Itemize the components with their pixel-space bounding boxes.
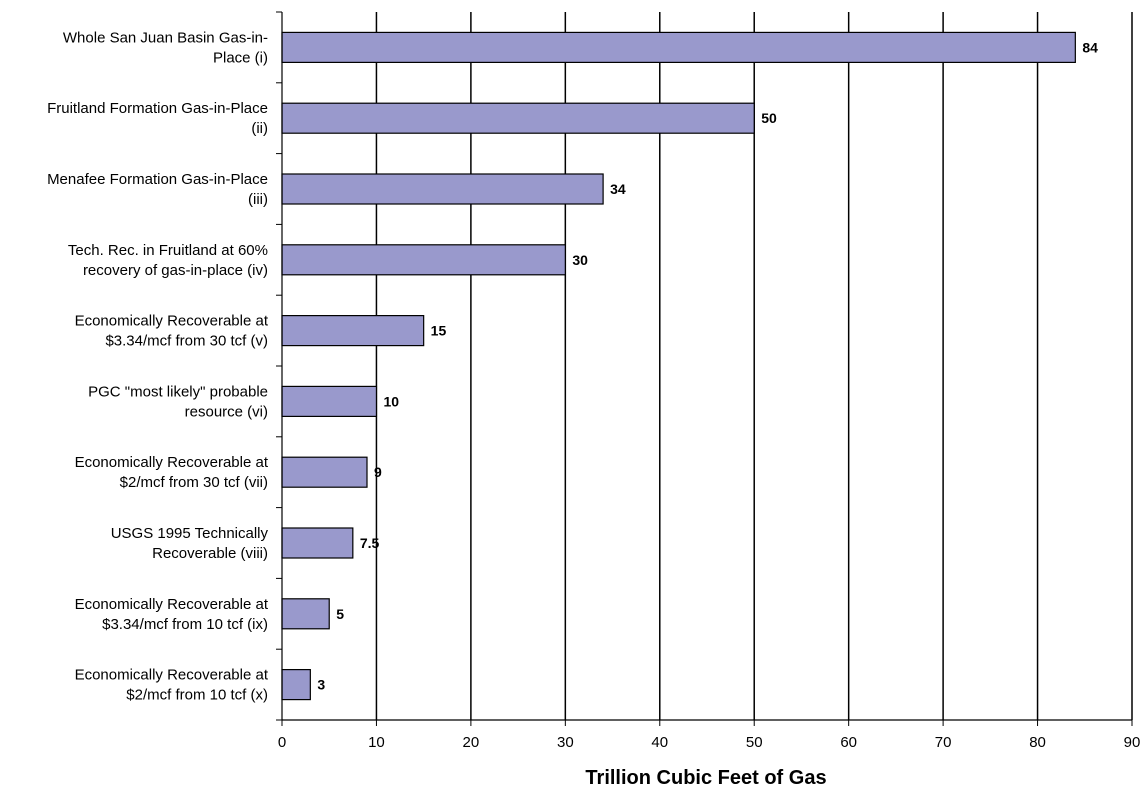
data-label: 10 (383, 393, 399, 409)
data-label: 84 (1082, 39, 1098, 55)
x-tick-label: 80 (1029, 734, 1046, 751)
bar (281, 102, 755, 134)
bar (281, 315, 425, 347)
category-label: Economically Recoverable at $3.34/mcf fro… (75, 596, 269, 633)
bar (281, 527, 354, 559)
data-label: 15 (431, 323, 447, 339)
data-label: 30 (572, 252, 588, 268)
x-tick-label: 30 (557, 734, 574, 751)
x-tick-label: 10 (368, 734, 385, 751)
data-label: 9 (374, 464, 382, 480)
x-tick-label: 60 (840, 734, 857, 751)
category-label: Economically Recoverable at $3.34/mcf fro… (75, 313, 269, 350)
data-label: 7.5 (360, 535, 380, 551)
x-tick-label: 20 (463, 734, 480, 751)
data-label: 5 (336, 606, 344, 622)
bar (281, 385, 378, 417)
x-tick-label: 0 (278, 734, 286, 751)
axes (276, 11, 1133, 726)
category-label: Fruitland Formation Gas-in-Place (ii) (47, 100, 268, 137)
x-tick-label: 50 (746, 734, 763, 751)
data-label: 50 (761, 110, 777, 126)
bar (281, 173, 604, 205)
labels: 0 10 20 30 40 50 60 70 80 90 84 Whole San Juan Basi… (47, 29, 1140, 751)
bar (281, 31, 1076, 64)
category-label: Tech. Rec. in Fruitland at 60% recovery o… (68, 242, 268, 279)
bar (281, 456, 368, 488)
data-label: 3 (317, 677, 325, 693)
category-label: Menafee Formation Gas-in-Place (iii) (47, 171, 268, 208)
category-label: Economically Recoverable at $2/mcf from 1… (75, 667, 269, 704)
bar (281, 598, 330, 630)
x-tick-label: 70 (935, 734, 952, 751)
bar (281, 668, 311, 701)
category-label: Whole San Juan Basin Gas-in-Place (i) (63, 29, 268, 66)
category-label: PGC "most likely" probable resource (vi) (88, 383, 268, 420)
bar (281, 244, 566, 276)
x-tick-label: 40 (651, 734, 668, 751)
data-label: 34 (610, 181, 626, 197)
category-label: Economically Recoverable at $2/mcf from 3… (75, 454, 269, 491)
bars (281, 31, 1076, 701)
x-tick-label: 90 (1124, 734, 1141, 751)
category-label: USGS 1995 Technically Recoverable (viii) (111, 525, 269, 562)
x-axis-title: Trillion Cubic Feet of Gas (585, 767, 826, 789)
